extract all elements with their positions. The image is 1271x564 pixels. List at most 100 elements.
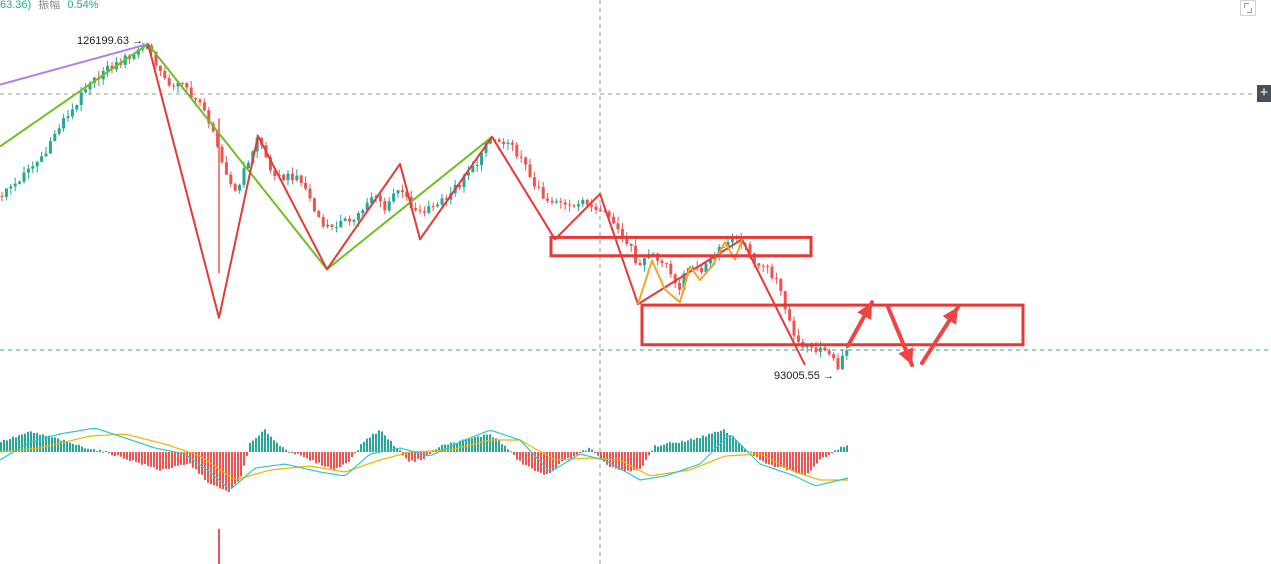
macd-histogram-bar — [249, 443, 251, 452]
candle-body — [361, 210, 365, 214]
candle-body — [0, 195, 4, 197]
candle-body — [620, 228, 624, 237]
macd-dif-line — [0, 427, 849, 489]
macd-histogram-bar — [810, 452, 812, 471]
fullscreen-icon[interactable] — [1240, 0, 1256, 16]
macd-dea-line — [0, 433, 848, 481]
macd-histogram-bar — [699, 438, 701, 452]
macd-histogram-bar — [687, 440, 689, 452]
macd-histogram-bar — [765, 452, 767, 464]
macd-histogram-bar — [669, 442, 671, 452]
projection-arrow-head — [857, 302, 872, 321]
candle-body — [224, 162, 228, 175]
macd-histogram-bar — [399, 450, 401, 452]
candle-body — [392, 193, 396, 202]
macd-histogram-bar — [771, 452, 773, 466]
candle-body — [836, 358, 840, 370]
macd-histogram-bar — [462, 439, 464, 452]
macd-histogram-bar — [834, 450, 836, 452]
candle-body — [110, 65, 114, 70]
purple-trendline — [0, 43, 149, 86]
macd-histogram-bar — [366, 438, 368, 452]
macd-histogram-bar — [204, 452, 206, 481]
macd-histogram-bar — [18, 435, 20, 452]
macd-histogram-bar — [9, 439, 11, 452]
macd-histogram-bar — [195, 452, 197, 470]
macd-histogram-bar — [588, 447, 590, 452]
candle-body — [40, 156, 44, 162]
candle-body — [427, 206, 431, 213]
plus-icon[interactable]: + — [1257, 85, 1271, 102]
macd-histogram-bar — [396, 448, 398, 452]
macd-histogram-bar — [120, 452, 122, 457]
macd-histogram-bar — [156, 452, 158, 470]
candle-body — [374, 195, 378, 198]
macd-histogram-bar — [618, 452, 620, 470]
macd-histogram-bar — [303, 452, 305, 458]
candle-body — [106, 65, 110, 72]
candle-body — [761, 265, 765, 267]
macd-histogram-bar — [702, 435, 704, 452]
candle-body — [440, 198, 444, 205]
macd-histogram-bar — [135, 452, 137, 462]
candle-body — [365, 202, 369, 211]
macd-histogram-bar — [306, 452, 308, 458]
candle-body — [378, 195, 382, 202]
macd-histogram-bar — [99, 449, 101, 452]
macd-histogram-bar — [624, 452, 626, 472]
macd-histogram-bar — [261, 431, 263, 452]
macd-histogram-bar — [426, 452, 428, 457]
macd-histogram-bar — [750, 451, 752, 453]
macd-histogram-bar — [741, 445, 743, 452]
macd-histogram-bar — [378, 430, 380, 452]
macd-histogram-bar — [84, 448, 86, 452]
macd-histogram-bar — [759, 452, 761, 460]
macd-histogram-bar — [15, 437, 17, 452]
macd-histogram-bar — [558, 452, 560, 465]
macd-histogram-bar — [6, 440, 8, 452]
candle-body — [757, 263, 761, 266]
candle-body — [308, 188, 312, 199]
macd-histogram-bar — [696, 437, 698, 452]
candle-body — [396, 190, 400, 194]
candle-body — [805, 346, 809, 348]
candle-body — [766, 266, 770, 268]
candle-body — [185, 82, 189, 88]
macd-histogram-bar — [138, 452, 140, 464]
macd-histogram-bar — [582, 450, 584, 452]
macd-histogram-bar — [351, 452, 353, 458]
candle-body — [9, 186, 13, 189]
macd-histogram-bar — [822, 452, 824, 458]
candle-body — [607, 211, 611, 217]
macd-histogram-bar — [330, 452, 332, 469]
macd-histogram-bar — [681, 440, 683, 452]
candle-body — [519, 156, 523, 158]
macd-histogram-bar — [828, 452, 830, 455]
candle-body — [524, 157, 528, 165]
candle-body — [136, 49, 140, 55]
macd-histogram-bar — [438, 447, 440, 452]
macd-histogram-bar — [312, 452, 314, 461]
macd-histogram-bar — [744, 448, 746, 452]
candle-body — [238, 184, 242, 191]
macd-histogram-bar — [387, 439, 389, 452]
macd-histogram-bar — [456, 443, 458, 452]
candle-body — [691, 267, 695, 269]
candle-body — [563, 202, 567, 205]
macd-histogram-bar — [243, 452, 245, 466]
candle-body — [603, 211, 607, 213]
candle-body — [352, 220, 356, 222]
macd-histogram-bar — [234, 452, 236, 485]
macd-histogram-bar — [60, 440, 62, 452]
macd-histogram-bar — [294, 452, 296, 455]
macd-histogram-bar — [843, 446, 845, 452]
candle-body — [770, 266, 774, 278]
macd-histogram-bar — [318, 452, 320, 463]
candle-body — [84, 89, 88, 93]
macd-histogram-bar — [141, 452, 143, 465]
candle-body — [708, 259, 712, 264]
high-price-label: 126199.63 → — [77, 35, 143, 47]
macd-histogram-bar — [606, 452, 608, 465]
candle-body — [400, 190, 404, 193]
